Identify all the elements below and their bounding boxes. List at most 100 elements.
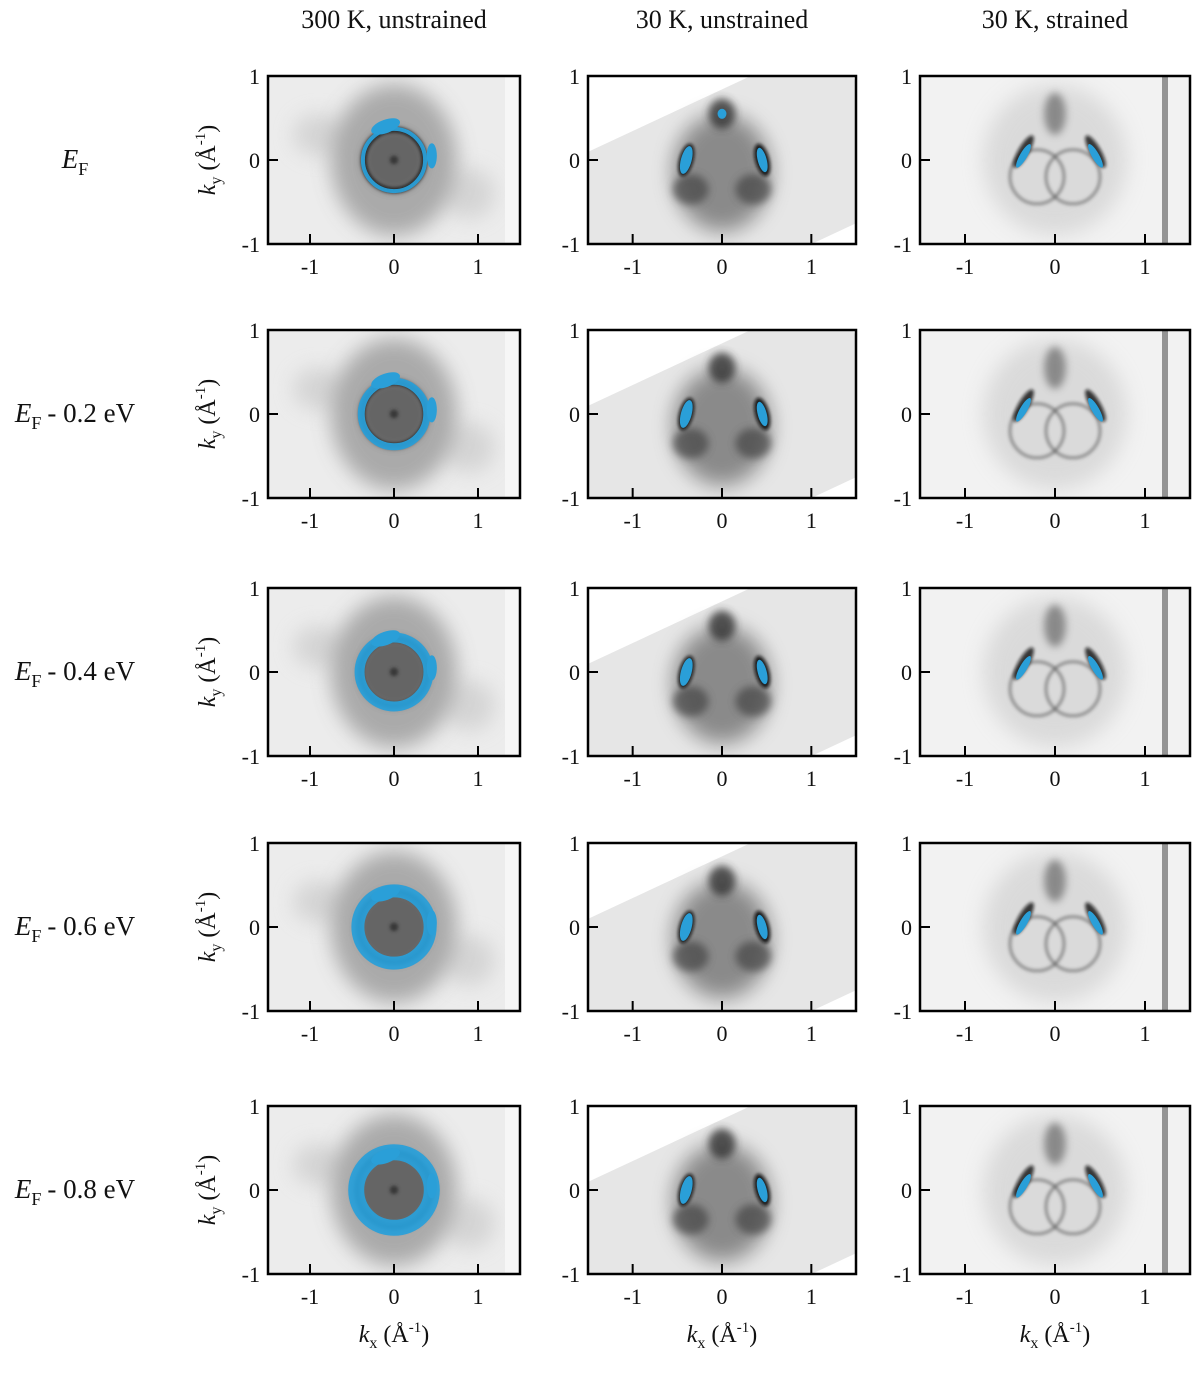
x-tick-label: 1: [473, 1021, 484, 1046]
x-tick-label: 0: [717, 1021, 728, 1046]
intensity-map: [920, 330, 1190, 498]
y-tick-label: -1: [562, 486, 580, 511]
y-tick-label: 1: [569, 1094, 580, 1119]
map-feature: [672, 428, 709, 459]
map-edge: [505, 1106, 520, 1274]
map-feature: [679, 1176, 693, 1204]
intensity-map: [920, 1106, 1190, 1274]
map-feature: [1008, 660, 1066, 718]
axis-subscript: x: [1030, 1335, 1038, 1352]
y-tick-label: 0: [901, 660, 912, 685]
map-feature: [1008, 915, 1066, 973]
row-symbol: E: [14, 1174, 32, 1204]
y-tick-label: -1: [562, 232, 580, 257]
axis-exponent: -1: [1070, 1320, 1083, 1336]
map-feature: [444, 1198, 495, 1249]
axis-subscript: y: [208, 177, 225, 185]
x-label: kx (Å-1): [687, 1320, 757, 1352]
x-tick-label: 0: [1050, 766, 1061, 791]
x-tick-label: 1: [473, 1284, 484, 1309]
y-tick-label: -1: [562, 1262, 580, 1287]
axis-close: ): [1082, 1322, 1090, 1348]
x-tick-label: -1: [956, 766, 974, 791]
y-tick-label: -1: [894, 232, 912, 257]
map-feature: [444, 935, 495, 986]
panel: -1 0 1 -1 0 1: [562, 64, 858, 279]
axis-symbol: k: [359, 1322, 370, 1348]
map-feature: [371, 630, 400, 647]
y-tick-label: 1: [569, 831, 580, 856]
panel: -1 0 1 -1 0 1: [894, 318, 1192, 533]
panel: -1 0 1 -1 0 1: [894, 64, 1192, 279]
x-tick-label: -1: [956, 1284, 974, 1309]
map-edge: [1162, 330, 1168, 498]
map-feature: [1044, 402, 1102, 460]
y-tick-label: 1: [249, 318, 260, 343]
x-tick-label: 1: [806, 254, 817, 279]
x-tick-label: -1: [301, 766, 319, 791]
axis-unit: (Å: [711, 1322, 737, 1348]
axis-exponent: -1: [193, 1163, 209, 1176]
y-label: ky (Å-1): [193, 637, 225, 707]
row-label: EF - 0.4 eV: [14, 656, 136, 691]
axis-symbol: k: [195, 438, 221, 449]
map-feature: [756, 659, 768, 685]
map-feature: [735, 941, 772, 972]
intensity-map: [588, 1106, 856, 1274]
x-label: kx (Å-1): [359, 1320, 429, 1352]
x-tick-label: 1: [806, 766, 817, 791]
axis-unit: (Å: [195, 657, 221, 683]
panel: -1 0 1 -1 0 1: [242, 318, 522, 533]
axis-symbol: k: [195, 696, 221, 707]
map-feature: [444, 680, 495, 731]
x-tick-label: -1: [624, 1021, 642, 1046]
row-offset: - 0.2 eV: [47, 398, 135, 428]
x-tick-label: 1: [1140, 508, 1151, 533]
row-symbol: E: [61, 144, 79, 174]
axis-exponent: -1: [737, 1320, 750, 1336]
y-tick-label: 1: [569, 64, 580, 89]
y-tick-label: 0: [249, 402, 260, 427]
intensity-map: [268, 1106, 520, 1274]
x-tick-label: 1: [473, 766, 484, 791]
map-feature: [679, 146, 693, 174]
column-header: 30 K, unstrained: [636, 5, 809, 34]
x-tick-label: 1: [473, 254, 484, 279]
map-feature: [371, 1148, 400, 1165]
y-tick-label: 0: [901, 1178, 912, 1203]
row-offset: - 0.4 eV: [47, 656, 135, 686]
x-tick-label: -1: [624, 1284, 642, 1309]
row-subscript: F: [31, 671, 41, 691]
row-offset: - 0.8 eV: [47, 1174, 135, 1204]
y-tick-label: 1: [569, 318, 580, 343]
row-label: EF - 0.6 eV: [14, 911, 136, 946]
y-tick-label: 0: [569, 1178, 580, 1203]
x-tick-label: 0: [389, 1284, 400, 1309]
y-tick-label: 0: [901, 915, 912, 940]
x-tick-label: 0: [389, 766, 400, 791]
intensity-map: [268, 843, 520, 1011]
panel: -1 0 1 -1 0 1: [242, 64, 522, 279]
axis-close: ): [195, 125, 221, 133]
y-tick-label: -1: [894, 1262, 912, 1287]
map-feature: [1044, 1122, 1066, 1165]
map-feature: [1044, 1178, 1102, 1236]
map-feature: [672, 174, 709, 205]
row-subscript: F: [78, 159, 88, 179]
x-tick-label: 0: [1050, 1284, 1061, 1309]
x-tick-label: -1: [301, 254, 319, 279]
axis-unit: (Å: [195, 145, 221, 171]
axis-unit: (Å: [1044, 1322, 1070, 1348]
x-tick-label: 1: [806, 508, 817, 533]
y-label: ky (Å-1): [193, 1155, 225, 1225]
map-feature: [708, 352, 736, 383]
panel: -1 0 1 -1 0 1: [562, 318, 858, 533]
y-tick-label: 1: [249, 1094, 260, 1119]
map-edge: [1162, 76, 1168, 244]
map-feature: [293, 367, 344, 410]
axis-unit: (Å: [195, 399, 221, 425]
y-tick-label: 0: [569, 402, 580, 427]
axis-close: ): [195, 379, 221, 387]
axis-symbol: k: [195, 184, 221, 195]
x-tick-label: -1: [956, 1021, 974, 1046]
